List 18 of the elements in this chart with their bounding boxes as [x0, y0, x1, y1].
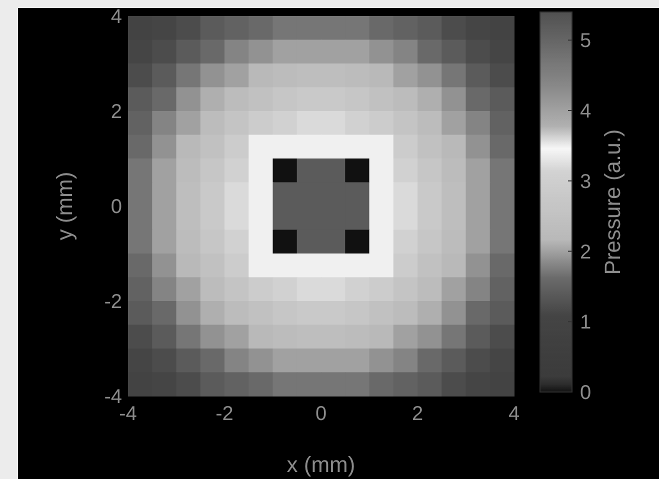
y-tick-label: -4: [104, 386, 122, 408]
y-tick-label: 2: [110, 101, 122, 123]
color-bar-label: 2: [580, 241, 592, 264]
color-bar-label: 3: [580, 170, 592, 193]
x-tick-label: -2: [216, 403, 234, 425]
x-tick-label: 2: [412, 403, 424, 425]
x-tick-label: 0: [315, 403, 327, 425]
color-bar-label: 4: [580, 100, 592, 123]
y-tick-label: 0: [110, 196, 122, 218]
x-axis-title: x (mm): [286, 452, 356, 477]
color-bar-label: 5: [580, 30, 592, 52]
color-bar-label: 0: [580, 382, 592, 404]
color-bar-title: Pressure (a.u.): [600, 129, 625, 275]
color-bar-label: 1: [580, 312, 592, 334]
y-axis-title: y (mm): [52, 172, 77, 240]
y-tick-label: 4: [110, 6, 122, 28]
y-tick-label: -2: [104, 291, 122, 313]
x-tick-label: 4: [508, 403, 520, 425]
